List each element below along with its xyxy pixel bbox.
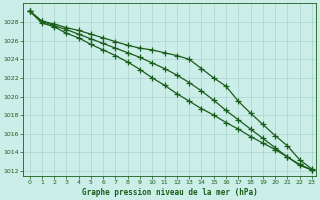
X-axis label: Graphe pression niveau de la mer (hPa): Graphe pression niveau de la mer (hPa) (82, 188, 257, 197)
